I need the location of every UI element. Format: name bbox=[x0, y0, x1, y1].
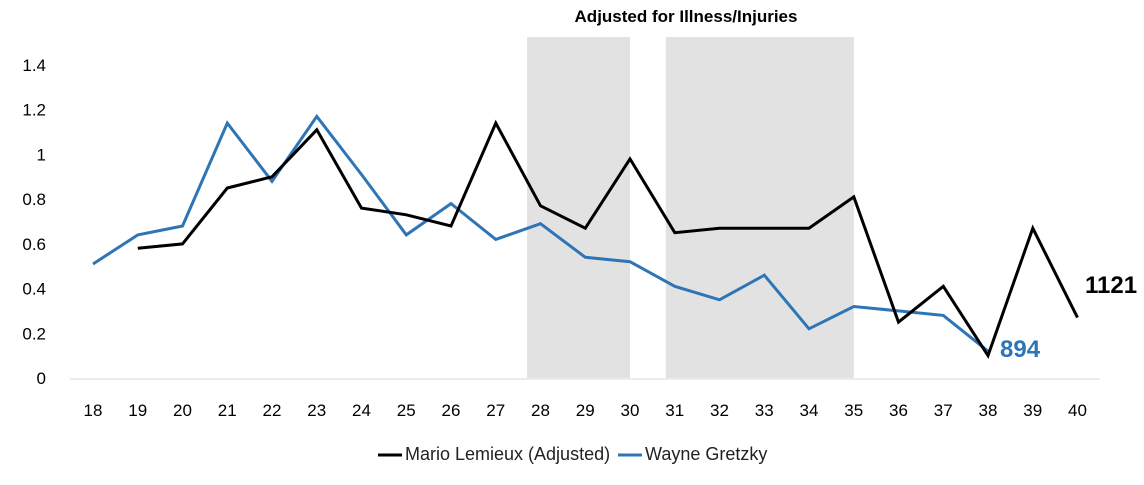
y-tick-label: 0.2 bbox=[22, 324, 46, 343]
end-label-mario-lemieux: 1121 bbox=[1085, 272, 1137, 299]
y-tick-label: 1.2 bbox=[22, 101, 46, 120]
x-tick-label: 33 bbox=[755, 401, 774, 420]
y-axis-ticks: 0 0.2 0.4 0.6 0.8 1 1.2 1.4 bbox=[22, 56, 46, 388]
x-tick-label: 23 bbox=[307, 401, 326, 420]
x-tick-label: 32 bbox=[710, 401, 729, 420]
x-tick-label: 31 bbox=[665, 401, 684, 420]
x-tick-label: 39 bbox=[1023, 401, 1042, 420]
series-lines bbox=[92, 113, 1079, 359]
x-tick-label: 29 bbox=[576, 401, 595, 420]
x-tick-label: 40 bbox=[1068, 401, 1087, 420]
legend: Mario Lemieux (Adjusted) Wayne Gretzky bbox=[378, 444, 767, 464]
x-tick-label: 19 bbox=[128, 401, 147, 420]
x-tick-label: 30 bbox=[621, 401, 640, 420]
shaded-region-2 bbox=[665, 37, 854, 378]
y-tick-label: 0 bbox=[37, 369, 46, 388]
chart-title: Adjusted for Illness/Injuries bbox=[575, 7, 798, 26]
y-tick-label: 0.6 bbox=[22, 235, 46, 254]
legend-label-mario-lemieux: Mario Lemieux (Adjusted) bbox=[405, 444, 610, 464]
y-tick-label: 1.4 bbox=[22, 56, 46, 75]
x-tick-label: 25 bbox=[397, 401, 416, 420]
shaded-regions bbox=[527, 37, 854, 378]
end-labels: 1121 894 bbox=[1000, 272, 1137, 363]
x-tick-label: 28 bbox=[531, 401, 550, 420]
x-tick-label: 26 bbox=[442, 401, 461, 420]
y-tick-label: 1 bbox=[37, 145, 46, 164]
x-tick-label: 34 bbox=[800, 401, 819, 420]
y-tick-label: 0.8 bbox=[22, 190, 46, 209]
x-tick-label: 20 bbox=[173, 401, 192, 420]
legend-label-wayne-gretzky: Wayne Gretzky bbox=[645, 444, 767, 464]
x-tick-label: 22 bbox=[263, 401, 282, 420]
y-tick-label: 0.4 bbox=[22, 280, 46, 299]
x-tick-label: 38 bbox=[979, 401, 998, 420]
x-tick-label: 21 bbox=[218, 401, 237, 420]
x-tick-label: 18 bbox=[84, 401, 103, 420]
x-tick-label: 27 bbox=[486, 401, 505, 420]
x-tick-label: 24 bbox=[352, 401, 371, 420]
end-label-wayne-gretzky: 894 bbox=[1000, 336, 1041, 363]
x-tick-label: 35 bbox=[844, 401, 863, 420]
x-tick-label: 36 bbox=[889, 401, 908, 420]
x-axis-ticks: 18 19 20 21 22 23 24 25 26 27 28 29 30 31 32 33 34 35 36 37… bbox=[84, 401, 1087, 420]
series-line-wayne-gretzky bbox=[92, 113, 989, 353]
series-line-mario-lemieux bbox=[137, 119, 1079, 359]
x-tick-label: 37 bbox=[934, 401, 953, 420]
